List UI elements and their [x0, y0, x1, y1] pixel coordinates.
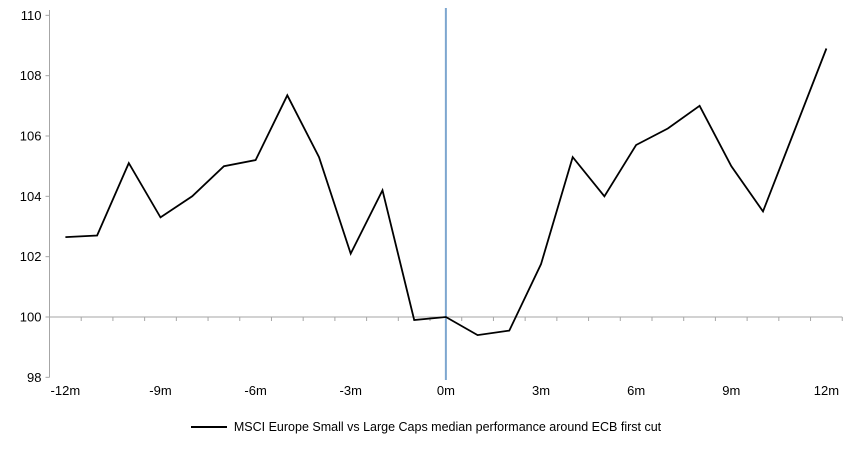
y-tick-label: 110 [21, 8, 42, 23]
y-tick-label: 100 [20, 309, 42, 324]
x-tick-label: -9m [149, 383, 171, 398]
y-tick-label: 106 [20, 128, 42, 143]
x-tick-label: -3m [340, 383, 362, 398]
x-tick-label: 12m [814, 383, 839, 398]
series-line [65, 48, 828, 337]
legend: MSCI Europe Small vs Large Caps median p… [0, 417, 852, 437]
y-tick-label: 108 [20, 68, 42, 83]
x-tick-label: 3m [532, 383, 550, 398]
x-tick-label: 6m [627, 383, 645, 398]
y-tick-label: 102 [20, 249, 42, 264]
legend-line-icon [190, 426, 227, 428]
y-tick-label: 104 [20, 189, 42, 204]
x-tick-label: -6m [244, 383, 266, 398]
x-tick-label: -12m [51, 383, 81, 398]
x-tick-label: 9m [722, 383, 740, 398]
y-tick-label: 98 [27, 370, 41, 385]
x-tick-label: 0m [437, 383, 455, 398]
legend-label: MSCI Europe Small vs Large Caps median p… [233, 420, 662, 434]
